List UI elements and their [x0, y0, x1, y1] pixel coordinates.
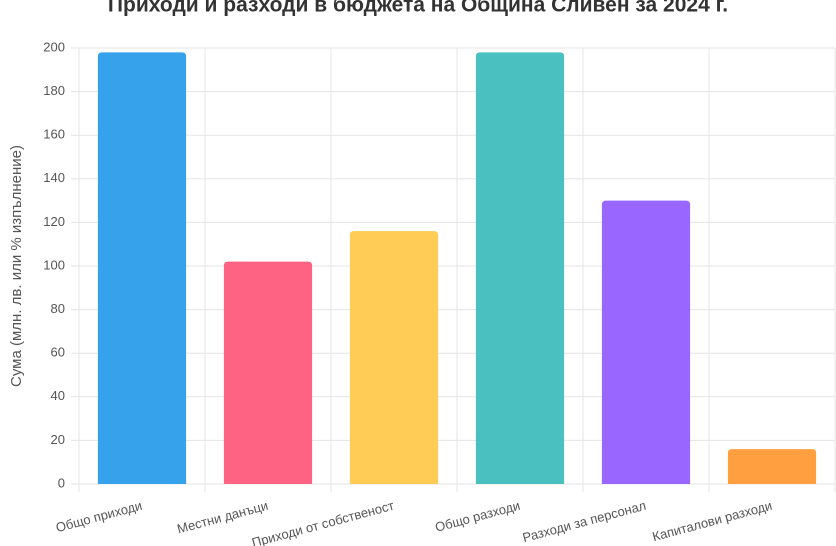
- bar: [727, 449, 817, 484]
- y-tick-label: 0: [58, 475, 65, 490]
- y-tick-label: 60: [51, 345, 65, 360]
- x-tick-label: Местни данъци: [175, 498, 269, 537]
- bar: [475, 52, 565, 485]
- y-tick-label: 200: [43, 39, 65, 54]
- x-tick-label: Общо приходи: [54, 498, 144, 535]
- x-tick-label: Приходи от собственост: [250, 498, 396, 546]
- bar: [349, 231, 439, 484]
- y-tick-label: 160: [43, 127, 65, 142]
- y-tick-label: 20: [51, 432, 65, 447]
- y-tick-label: 80: [51, 301, 65, 316]
- bar: [223, 261, 313, 484]
- y-tick-label: 120: [43, 214, 65, 229]
- x-tick-label: Капиталови разходи: [651, 498, 774, 544]
- y-tick-label: 180: [43, 83, 65, 98]
- y-axis-label: Сума (млн. лв. или % изпълнение): [8, 145, 25, 387]
- bar: [601, 200, 691, 484]
- chart-title: Приходи и разходи в бюджета на Община Сл…: [108, 0, 728, 17]
- y-tick-label: 40: [51, 388, 65, 403]
- x-tick-label: Общо разходи: [433, 498, 521, 535]
- bar: [97, 52, 187, 485]
- x-tick-label: Разходи за персонал: [521, 498, 648, 545]
- y-tick-label: 140: [43, 170, 65, 185]
- y-tick-label: 100: [43, 257, 65, 272]
